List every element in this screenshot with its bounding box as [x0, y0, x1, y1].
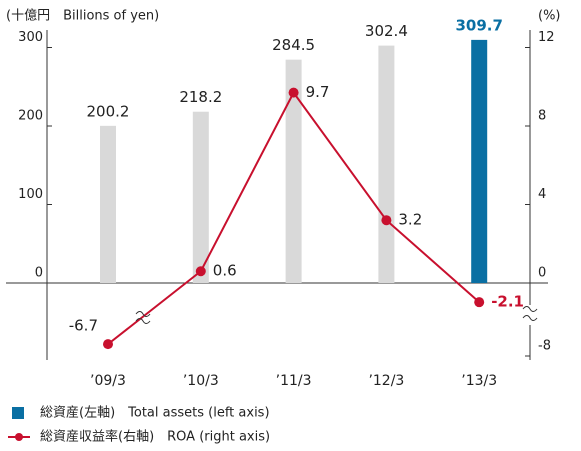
y-tick-label: 300 [18, 30, 43, 45]
legend-swatch [15, 433, 23, 441]
y-tick-label: 0 [35, 266, 43, 281]
axis-break [522, 306, 538, 321]
y2-axis-label: (%) [538, 9, 561, 24]
x-tick-label: ’12/3 [368, 373, 404, 389]
line-label: -6.7 [69, 317, 98, 335]
y2-tick-label: 0 [538, 266, 546, 281]
line-point [381, 215, 392, 226]
line-label: 3.2 [398, 211, 422, 229]
x-tick-label: ’10/3 [183, 373, 219, 389]
line-label: 0.6 [213, 262, 237, 280]
line-label: 9.7 [306, 83, 330, 101]
bar-label: 302.4 [365, 22, 408, 40]
y2-tick-label: 12 [538, 30, 555, 45]
legend-swatch [12, 407, 24, 419]
x-tick-label: ’13/3 [461, 373, 497, 389]
line-point [474, 297, 485, 308]
y2-tick-label: -8 [538, 339, 551, 354]
bar [100, 125, 116, 283]
bar [378, 45, 395, 284]
line-break [135, 311, 151, 324]
y-tick-label: 200 [18, 109, 43, 124]
line-point [103, 339, 113, 350]
x-tick-label: ’09/3 [90, 373, 126, 389]
legend-label: 総資産収益率(右軸) ROA (right axis) [40, 429, 270, 445]
y-tick-label: 100 [18, 187, 43, 202]
line-point [195, 266, 206, 277]
y2-tick-label: 8 [538, 109, 546, 124]
legend-label: 総資産(左軸) Total assets (left axis) [40, 405, 270, 421]
bar-label: 200.2 [87, 102, 130, 120]
bar [192, 111, 209, 283]
bar-label: 309.7 [455, 16, 502, 34]
y2-tick-label: 4 [538, 187, 546, 202]
line-label: -2.1 [491, 293, 524, 311]
bar-label: 218.2 [179, 88, 222, 106]
x-tick-label: ’11/3 [276, 373, 312, 389]
bar [471, 39, 488, 284]
y-axis-label: (十億円 Billions of yen) [6, 8, 159, 24]
bar [285, 59, 302, 284]
bar-label: 284.5 [272, 36, 315, 54]
line-point [288, 87, 299, 98]
